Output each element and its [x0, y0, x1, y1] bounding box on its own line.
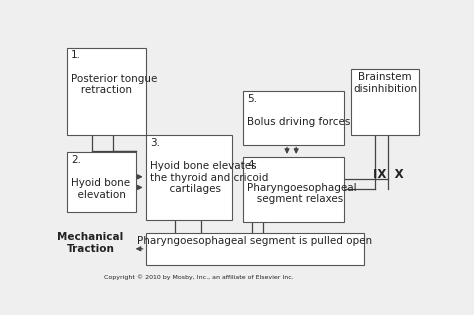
- Text: 5.

Bolus driving forces: 5. Bolus driving forces: [247, 94, 351, 127]
- Text: Mechanical
Traction: Mechanical Traction: [57, 232, 124, 254]
- FancyBboxPatch shape: [66, 48, 146, 135]
- Text: Pharyngoesophageal segment is pulled open: Pharyngoesophageal segment is pulled ope…: [137, 236, 373, 246]
- FancyBboxPatch shape: [351, 69, 419, 135]
- FancyBboxPatch shape: [243, 91, 344, 145]
- Text: IX  X: IX X: [373, 168, 403, 181]
- FancyBboxPatch shape: [146, 135, 232, 220]
- Text: Copyright © 2010 by Mosby, Inc., an affiliate of Elsevier Inc.: Copyright © 2010 by Mosby, Inc., an affi…: [104, 274, 294, 279]
- Text: Brainstem
disinhibition: Brainstem disinhibition: [353, 72, 417, 94]
- Text: 2.

Hyoid bone
  elevation: 2. Hyoid bone elevation: [71, 155, 130, 199]
- Text: 4.

Pharyngoesophageal
   segment relaxes: 4. Pharyngoesophageal segment relaxes: [247, 160, 357, 204]
- Text: 3.

Hyoid bone elevates
the thyroid and cricoid
      cartilages: 3. Hyoid bone elevates the thyroid and c…: [150, 138, 268, 194]
- FancyBboxPatch shape: [243, 157, 344, 222]
- FancyBboxPatch shape: [146, 233, 364, 265]
- FancyBboxPatch shape: [66, 152, 137, 212]
- Text: 1.

Posterior tongue
   retraction: 1. Posterior tongue retraction: [71, 50, 157, 95]
